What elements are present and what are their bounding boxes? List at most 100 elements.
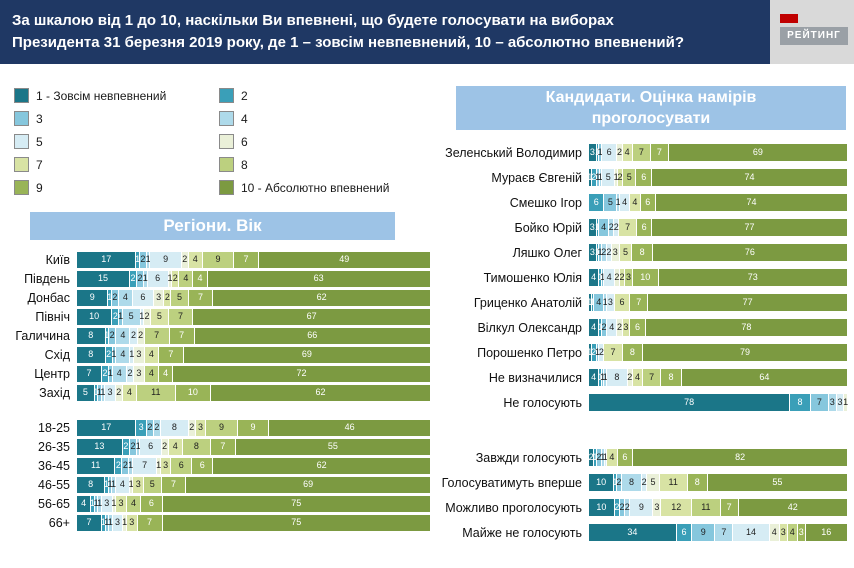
bar-segment: 2 [136,270,145,287]
segment-value: 10 [596,502,607,512]
bar-row: Захід 5 1 1 1 3 2 4 11 10 62 [6,383,430,402]
bar-segment: 3 [653,499,662,516]
bar-segment: 6 [636,169,653,186]
segment-value: 2 [614,502,620,512]
segment-value: 7 [170,479,176,489]
bar-segment: 2 [115,384,123,401]
segment-value: 2 [138,330,144,340]
bar-row: Київ 17 1 2 1 9 2 4 9 7 49 [6,250,430,269]
bar-group-candidates: Зеленський Володимир 3 1 1 6 2 4 7 7 69 Мураєв Євг… [432,140,848,415]
bar-segment: 3 [112,514,124,531]
legend-swatch [14,111,29,126]
bar-row: Південь 15 2 2 1 6 1 2 4 4 63 [6,269,430,288]
bar-row: Не визначилися 4 1 1 1 8 2 4 7 8 64 [432,365,847,390]
stacked-bar: 3 1 4 2 2 7 6 77 [589,219,847,236]
segment-value: 64 [759,372,770,382]
segment-value: 6 [606,147,612,157]
bar-segment: 34 [589,524,677,541]
segment-value: 4 [120,349,126,359]
row-label: Смешко Ігор [509,195,582,210]
bar-segment: 4 [112,365,127,382]
segment-value: 4 [789,527,795,537]
bar-segment: 2 [153,419,161,436]
row-label: 66+ [48,515,70,530]
bar-segment: 8 [661,369,682,386]
segment-value: 2 [616,147,622,157]
bar-segment: 2 [129,438,137,455]
segment-value: 3 [114,517,120,527]
bar-segment: 4 [769,524,780,541]
segment-value: 7 [179,330,185,340]
segment-value: 55 [327,441,338,451]
bar-segment: 69 [668,144,847,161]
bar-segment: 2 [188,419,196,436]
bar-segment: 6 [132,289,154,306]
legend-item: 6 [219,130,424,153]
stacked-bar: 7 2 1 4 2 3 4 4 72 [77,365,430,382]
bar-segment: 4 [118,289,133,306]
segment-value: 8 [668,372,674,382]
bar-segment: 3 [589,219,597,236]
bar-segment: 7 [137,514,163,531]
segment-value: 5 [149,479,155,489]
segment-value: 2 [624,502,630,512]
segment-value: 62 [315,387,326,397]
bar-segment: 9 [692,524,716,541]
bar-segment: 6 [147,270,169,287]
row-label: 18-25 [38,420,70,435]
title-line-2: Президента 31 березня 2019 року, де 1 – … [12,34,684,51]
bar-segment: 4 [116,327,131,344]
bar-segment: 3 [828,394,837,411]
segment-value: 69 [303,479,314,489]
stacked-bar: 2 1 2 1 1 4 6 82 [589,449,847,466]
segment-value: 73 [747,272,758,282]
regions-age-chart: Київ 17 1 2 1 9 2 4 9 7 49 Південь 15 2 2 1 6 1 2 4 4 63 Донба… [6,250,430,532]
bar-row: Схід 8 2 1 4 1 3 4 7 69 [6,345,430,364]
bar-segment: 7 [132,457,158,474]
segment-value: 3 [198,422,204,432]
bar-segment: 7 [234,251,259,268]
segment-value: 10 [187,387,198,397]
bar-segment: 76 [652,244,847,261]
segment-value: 4 [119,479,125,489]
segment-value: 4 [591,322,597,332]
bar-row: Гриценко Анатолій 1 1 4 1 3 6 7 77 [432,290,847,315]
stacked-bar: 8 1 1 1 4 1 3 5 7 69 [77,476,430,493]
segment-value: 3 [612,247,618,257]
stacked-bar: 13 2 2 1 6 2 4 8 7 55 [77,438,430,455]
bar-segment: 9 [237,419,270,436]
bar-segment: 8 [77,327,106,344]
bar-segment: 2 [129,270,137,287]
segment-value: 3 [138,422,144,432]
segment-value: 4 [120,330,126,340]
segment-value: 4 [81,498,87,508]
row-label: Мураєв Євгеній [491,170,582,185]
legend-swatch [219,111,234,126]
bar-segment: 3 [625,269,633,286]
bar-segment: 75 [162,495,430,512]
bar-segment: 62 [213,457,430,474]
stacked-bar: 9 1 2 4 6 3 2 5 7 62 [77,289,430,306]
bar-segment: 4 [632,369,644,386]
bar-row: Смешко Ігор 6 5 1 4 4 6 74 [432,190,847,215]
bar-row: 56-65 4 1 1 1 3 1 3 4 6 75 [6,494,430,513]
bar-segment: 6 [676,524,693,541]
bar-group-age: 18-25 17 3 2 2 8 2 3 9 9 46 26-35 13 2 2 1 6 2 4 8 7 55 36-45 1… [6,418,430,532]
bar-segment: 3 [836,394,845,411]
segment-value: 2 [619,272,625,282]
bar-segment: 5 [171,289,189,306]
segment-value: 4 [126,387,132,397]
bar-segment: 5 [77,384,95,401]
bar-row: Завжди голосують 2 1 2 1 1 4 6 82 [432,445,847,470]
segment-value: 4 [606,272,612,282]
segment-value: 6 [593,197,599,207]
bar-segment: 77 [648,294,847,311]
bar-row: Можливо проголосують 10 2 2 2 9 3 12 11 7 42 [432,495,847,520]
stacked-bar: 4 1 2 4 2 3 6 78 [589,319,847,336]
segment-value: 2 [591,172,597,182]
segment-value: 7 [142,460,148,470]
stacked-bar: 1 2 1 1 5 1 2 5 6 74 [587,169,847,186]
segment-value: 7 [721,527,727,537]
legend-label: 8 [241,157,248,172]
